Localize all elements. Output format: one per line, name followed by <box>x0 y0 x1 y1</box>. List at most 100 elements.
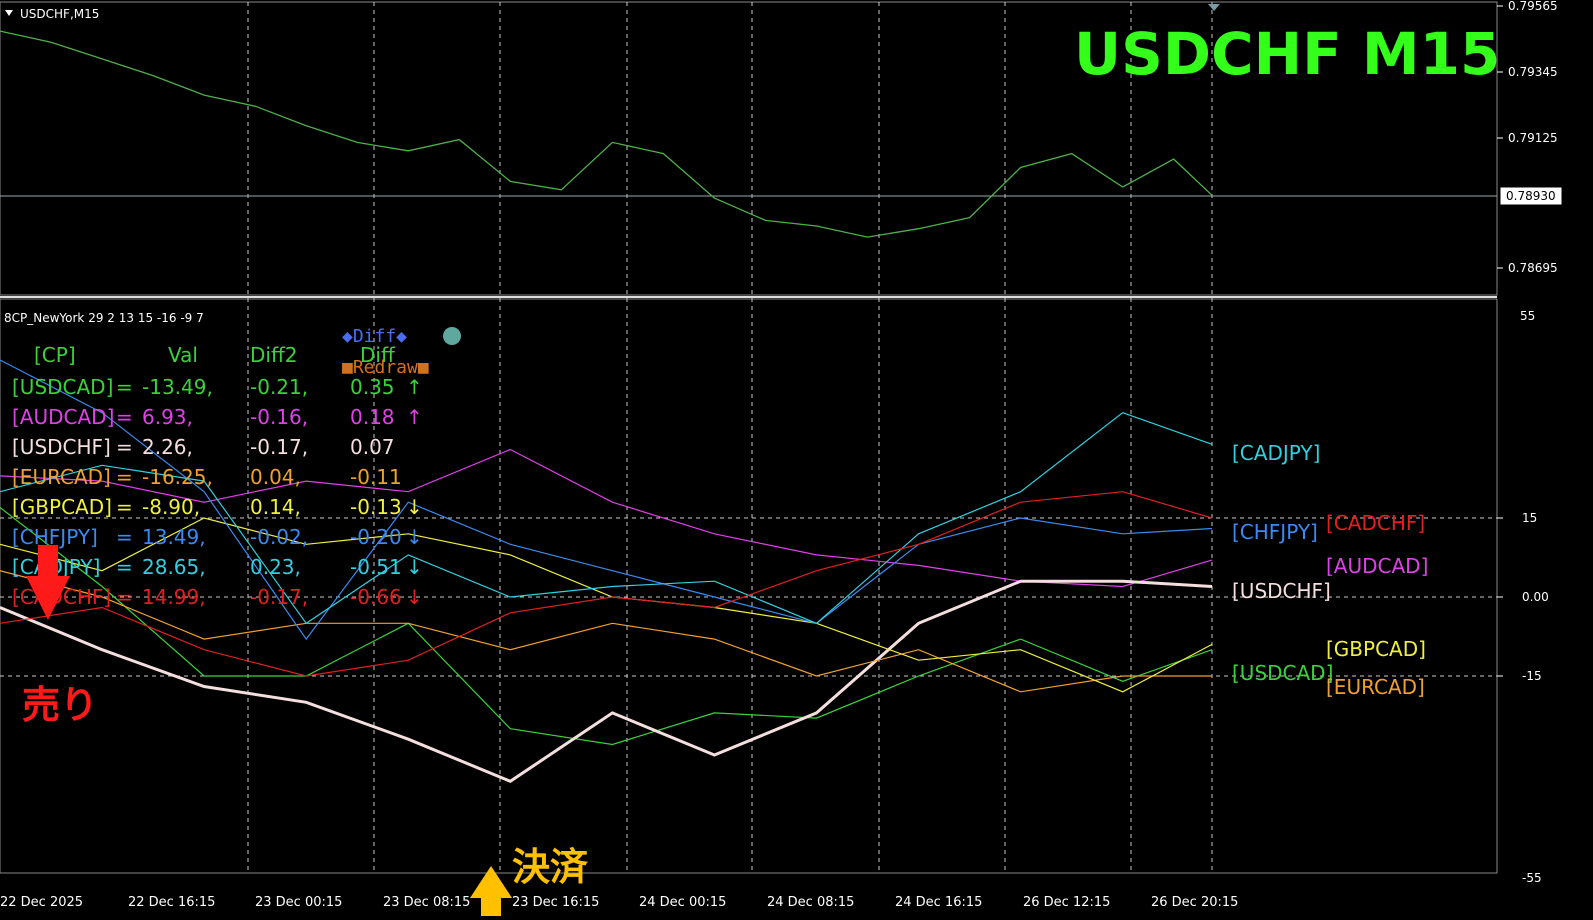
series-labels: [CADJPY] [CHFJPY] [CADCHF] [AUDCAD][USDCHF]… <box>1232 441 1428 699</box>
table-cell-diff2: -0.16, <box>250 405 308 429</box>
table-cell-diff2: -0.02, <box>250 525 308 549</box>
table-cell-arrow: ↓ <box>406 585 423 609</box>
table-header: Diff2 <box>250 343 297 367</box>
table-cell-eq: = <box>116 465 133 489</box>
series-label: [CHFJPY] <box>1232 520 1318 544</box>
time-label: 26 Dec 12:15 <box>1023 895 1110 910</box>
indicator-tick: -15 <box>1522 669 1542 683</box>
table-cell-diff2: 0.14, <box>250 495 301 519</box>
symbol-label: USDCHF,M15 <box>20 7 99 21</box>
time-label: 23 Dec 00:15 <box>255 895 342 910</box>
shift-marker-icon[interactable] <box>1208 4 1220 11</box>
settle-arrow-icon <box>470 866 512 916</box>
series-label: [EURCAD] <box>1326 675 1425 699</box>
table-cell-pair: [USDCAD] <box>12 375 113 399</box>
price-axis: 0.79565 0.79345 0.79125 0.78695 <box>1497 0 1558 275</box>
table-cell-diff2: -0.17, <box>250 585 308 609</box>
price-tick: 0.79125 <box>1508 131 1558 145</box>
table-cell-arrow: ↓ <box>406 555 423 579</box>
price-tick: 0.79565 <box>1508 0 1558 13</box>
price-line <box>0 30 1213 238</box>
table-row: [CHFJPY] = 13.49, -0.02, -0.20 ↓ <box>12 525 423 549</box>
table-cell-val: -8.90, <box>142 495 200 519</box>
table-header: Val <box>168 343 198 367</box>
time-label: 26 Dec 20:15 <box>1151 895 1238 910</box>
indicator-tick: 15 <box>1522 511 1537 525</box>
table-cell-pair: [EURCAD] <box>12 465 111 489</box>
table-cell-diff2: 0.23, <box>250 555 301 579</box>
current-price-box <box>1499 186 1563 206</box>
series-line-eurcad <box>0 570 1212 693</box>
table-cell-pair: [GBPCAD] <box>12 495 112 519</box>
table-cell-diff: 0.35 <box>350 375 395 399</box>
table-row: [GBPCAD] = -8.90, 0.14, -0.13 ↓ <box>12 495 423 519</box>
settle-annotation: 決済 <box>512 845 589 889</box>
table-cell-eq: = <box>116 375 133 399</box>
table-header: Diff <box>360 343 396 367</box>
table-row: [CADCHF] = 14.99, -0.17, -0.66 ↓ <box>12 585 423 609</box>
time-label: 22 Dec 2025 <box>0 895 83 910</box>
table-cell-eq: = <box>116 585 133 609</box>
table-row: [USDCAD] = -13.49, -0.21, 0.35 ↑ <box>12 375 423 399</box>
table-cell-diff: -0.51 <box>350 555 402 579</box>
series-label: [USDCHF] <box>1232 579 1331 603</box>
table-cell-eq: = <box>116 405 133 429</box>
collapse-triangle-icon[interactable] <box>5 10 13 16</box>
indicator-tick: 0.00 <box>1522 590 1549 604</box>
time-label: 24 Dec 16:15 <box>895 895 982 910</box>
indicator-axis: 55 15 0.00 -15 -55 <box>1497 309 1549 885</box>
table-cell-val: -13.49, <box>142 375 213 399</box>
series-line-usdchf <box>0 579 1213 783</box>
table-cell-val: -16.25, <box>142 465 213 489</box>
series-label: [CADJPY] <box>1232 441 1320 465</box>
series-line-usdcad <box>0 507 1213 746</box>
status-circle-icon[interactable] <box>443 327 461 345</box>
time-label: 23 Dec 08:15 <box>383 895 470 910</box>
time-label: 22 Dec 16:15 <box>128 895 215 910</box>
time-axis: 22 Dec 2025 22 Dec 16:15 23 Dec 00:15 23… <box>0 895 1238 910</box>
table-row: [USDCHF] = 2.26, -0.17, 0.07 <box>12 435 395 459</box>
table-cell-val: 28.65, <box>142 555 206 579</box>
table-cell-eq: = <box>116 555 133 579</box>
table-cell-val: 13.49, <box>142 525 206 549</box>
series-line-cadjpy <box>0 412 1213 625</box>
table-cell-val: 2.26, <box>142 435 193 459</box>
time-label: 24 Dec 00:15 <box>639 895 726 910</box>
table-cell-pair: [USDCHF] <box>12 435 111 459</box>
indicator-tick: 55 <box>1520 309 1535 323</box>
table-cell-arrow: ↑ <box>406 375 423 399</box>
series-line-cadchf <box>0 491 1213 677</box>
indicator-tick: -55 <box>1522 871 1542 885</box>
price-pane-frame <box>0 1 1498 296</box>
indicator-label: 8CP_NewYork 29 2 13 15 -16 -9 7 <box>4 311 204 325</box>
redraw-button[interactable]: ■Redraw■ <box>342 357 429 378</box>
diff-button[interactable]: ◆Diff◆ <box>342 326 407 347</box>
table-cell-arrow: ↑ <box>406 405 423 429</box>
price-series <box>0 30 1213 238</box>
table-row: [EURCAD] = -16.25, 0.04, -0.11 <box>12 465 402 489</box>
table-cell-diff: -0.20 <box>350 525 402 549</box>
table-cell-diff: 0.18 <box>350 405 395 429</box>
series-label: [CADCHF] <box>1326 511 1425 535</box>
current-price-text: 0.78930 <box>1506 189 1556 203</box>
series-label: [GBPCAD] <box>1326 637 1426 661</box>
big-title: USDCHF M15 <box>1074 20 1500 88</box>
table-row: [CADJPY]=28.65,0.23,-0.51↓ <box>12 555 423 579</box>
sell-arrow-icon <box>26 545 70 620</box>
table-header: [CP] <box>34 343 76 367</box>
table-cell-arrow: ↓ <box>406 495 423 519</box>
table-cell-arrow: ↓ <box>406 525 423 549</box>
table-cell-diff: -0.66 <box>350 585 402 609</box>
table-cell-diff: -0.11 <box>350 465 402 489</box>
price-tick: 0.78695 <box>1508 261 1558 275</box>
indicator-series <box>0 359 1213 783</box>
table-cell-diff2: -0.21, <box>250 375 308 399</box>
table-cell-diff2: 0.04, <box>250 465 301 489</box>
table-cell-diff: -0.13 <box>350 495 402 519</box>
table-cell-val: 6.93, <box>142 405 193 429</box>
sell-annotation: 売り <box>22 683 98 727</box>
series-line-chfjpy <box>0 359 1213 641</box>
cp-table: [CP] Val Diff2 Diff [USDCAD] = -13.49, -0.2… <box>12 343 423 609</box>
